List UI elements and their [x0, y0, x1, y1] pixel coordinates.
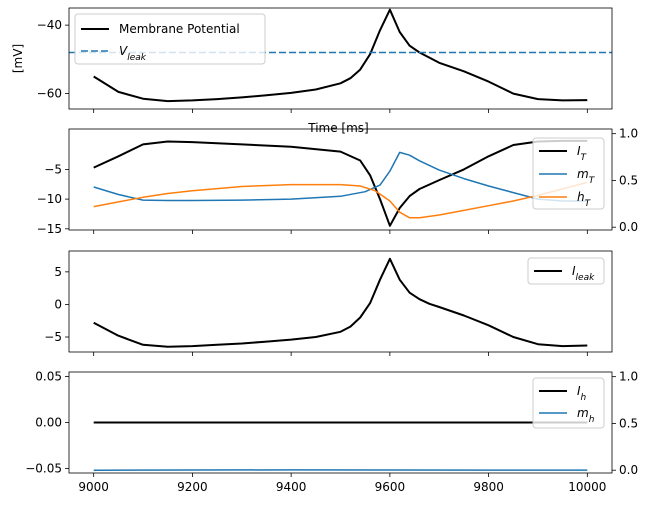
x-tick-label: 9200: [177, 480, 208, 494]
x-tick-label: 9400: [276, 480, 307, 494]
y-axis-label: [mV]: [11, 44, 25, 73]
panel-2: −5 −10 −15 1.0 0.5 0.0 IT mT hT: [37, 127, 638, 236]
y2-tick-label: 1.0: [619, 127, 638, 141]
legend-box: [532, 137, 605, 210]
y-tick-label: −10: [37, 192, 62, 206]
y-tick-label: 0: [54, 297, 62, 311]
x-tick-label: 10000: [568, 480, 606, 494]
legend-box: [527, 257, 605, 285]
y-tick-label: −0.05: [25, 461, 62, 475]
axes-frame: [68, 7, 613, 110]
panel-3: 5 0 −5 Ileak: [44, 250, 613, 356]
legend: Ileak: [527, 257, 605, 285]
x-axis-label: Time [ms]: [307, 121, 369, 135]
x-tick-label: 9800: [473, 480, 504, 494]
legend: Membrane Potential Vleak: [74, 13, 266, 65]
y2-tick-label: 0.5: [619, 416, 638, 430]
legend: IT mT hT: [532, 137, 605, 210]
legend: Ih mh: [532, 377, 605, 429]
y-tick-label: −60: [37, 87, 62, 101]
legend-label: hT: [577, 190, 592, 209]
y-tick-label: −40: [37, 18, 62, 32]
series-h-t: [93, 181, 588, 219]
y-tick-label: 0.00: [35, 416, 62, 430]
series-m-t: [93, 151, 588, 202]
axes-frame: [68, 371, 613, 474]
y2-tick-label: 0.0: [619, 220, 638, 234]
series-i-leak: [93, 257, 588, 348]
series-membrane-potential: [93, 8, 588, 103]
y-tick-label: −15: [37, 222, 62, 236]
y-tick-label: 0.05: [35, 370, 62, 384]
x-tick-label: 9600: [375, 480, 406, 494]
legend-label: Ileak: [572, 264, 595, 283]
y-tick-label: −5: [44, 162, 62, 176]
y2-tick-label: 0.0: [619, 463, 638, 477]
legend-box: [74, 13, 266, 65]
legend-label: Ih: [577, 384, 587, 403]
y2-tick-label: 1.0: [619, 370, 638, 384]
x-tick-label: 9000: [78, 480, 109, 494]
legend-label: mh: [577, 406, 595, 425]
panel-4: 9000 9200 9400 9600 9800 10000 0.05 0.00 −0.05 1.…: [25, 370, 638, 494]
series-i-t: [93, 139, 588, 227]
panel-1: −40 −60 [mV] Time [ms] Membrane Potential Vle…: [11, 7, 613, 135]
legend-label: IT: [577, 144, 588, 163]
y-tick-label: 5: [54, 265, 62, 279]
legend-label: mT: [577, 167, 596, 186]
legend-label: Vleak: [119, 44, 147, 63]
y-tick-label: −5: [44, 330, 62, 344]
y2-tick-label: 0.5: [619, 173, 638, 187]
axes-frame: [68, 250, 613, 353]
axes-frame: [68, 128, 613, 231]
legend-label: Membrane Potential: [119, 22, 240, 36]
